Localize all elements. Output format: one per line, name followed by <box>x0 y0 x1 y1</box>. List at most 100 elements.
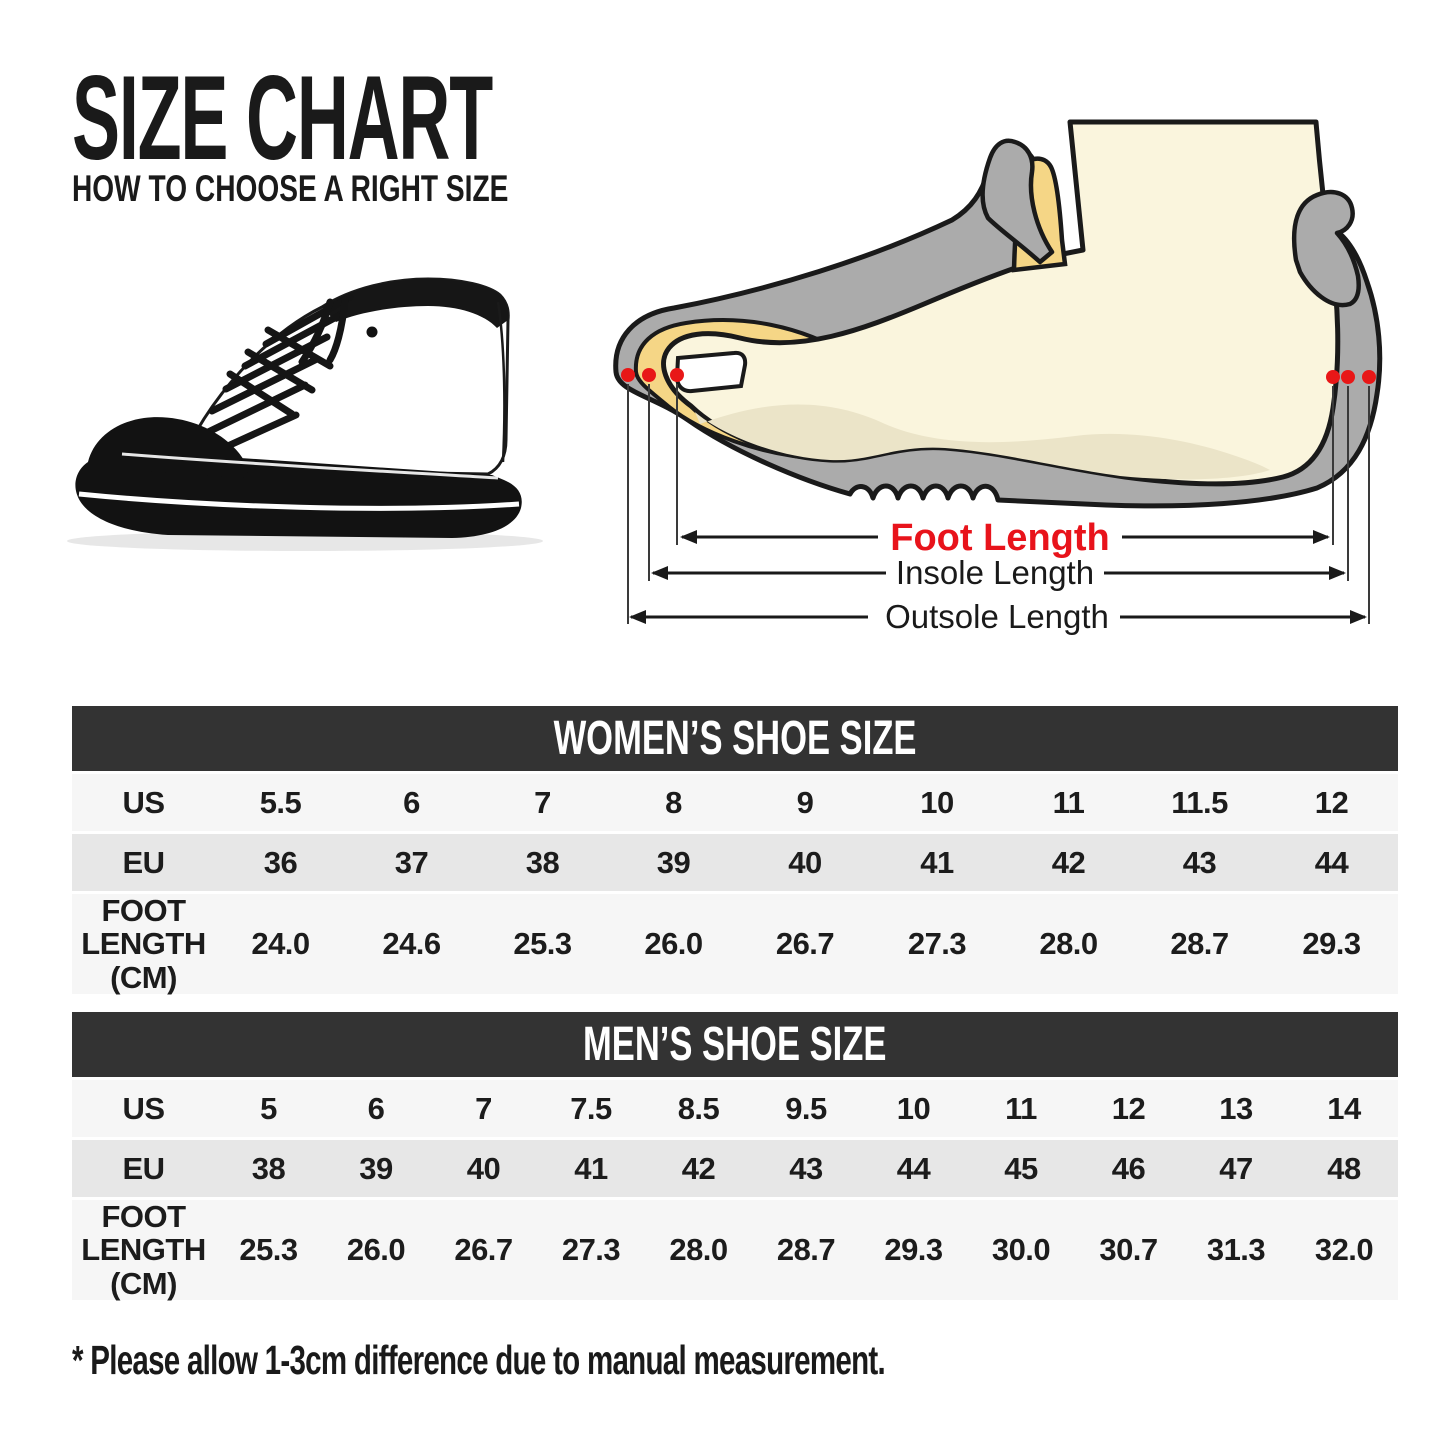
mens-size-table: MEN’S SHOE SIZE US 5 6 7 7.5 8.5 9.5 10 … <box>72 1012 1398 1303</box>
row-label: US <box>72 1080 215 1137</box>
size-cell: 11 <box>1003 774 1134 831</box>
shoe-heel-seam <box>496 301 506 463</box>
size-cell: 27.3 <box>537 1200 645 1301</box>
measurement-label-backplates <box>868 514 1122 636</box>
size-cell: 43 <box>752 1140 860 1197</box>
shoe-laces <box>200 293 354 459</box>
size-cell: 8.5 <box>645 1080 752 1137</box>
size-cell: 5.5 <box>215 774 346 831</box>
size-cell: 6 <box>322 1080 430 1137</box>
size-cell: 6 <box>346 774 477 831</box>
size-cell: 28.0 <box>1003 894 1134 995</box>
size-cell: 31.3 <box>1182 1200 1290 1301</box>
table-row: FOOT LENGTH (CM) 25.3 26.0 26.7 27.3 28.… <box>72 1200 1398 1301</box>
size-cell: 38 <box>215 1140 322 1197</box>
product-shoe-image <box>67 277 543 551</box>
size-cell: 24.0 <box>215 894 346 995</box>
size-cell: 5 <box>215 1080 322 1137</box>
size-cell: 37 <box>346 834 477 891</box>
size-cell: 32.0 <box>1290 1200 1398 1301</box>
row-label: US <box>72 774 215 831</box>
mens-table-header-bar: MEN’S SHOE SIZE <box>72 1012 1398 1077</box>
size-cell: 11 <box>967 1080 1075 1137</box>
size-cell: 7.5 <box>537 1080 645 1137</box>
size-cell: 29.3 <box>1265 894 1398 995</box>
row-label: EU <box>72 1140 215 1197</box>
size-cell: 39 <box>322 1140 430 1197</box>
size-cell: 25.3 <box>215 1200 322 1301</box>
womens-table-header-bar: WOMEN’S SHOE SIZE <box>72 706 1398 771</box>
size-cell: 48 <box>1290 1140 1398 1197</box>
size-cell: 10 <box>871 774 1003 831</box>
size-cell: 44 <box>1265 834 1398 891</box>
shoe-sole-stripe <box>78 491 520 511</box>
size-cell: 42 <box>1003 834 1134 891</box>
size-cell: 24.6 <box>346 894 477 995</box>
measurement-dots <box>621 368 1376 384</box>
size-cell: 13 <box>1182 1080 1290 1137</box>
size-cell: 30.7 <box>1075 1200 1182 1301</box>
size-cell: 47 <box>1182 1140 1290 1197</box>
size-cell: 26.7 <box>430 1200 537 1301</box>
row-label: FOOT LENGTH (CM) <box>72 894 215 995</box>
table-row: US 5.5 6 7 8 9 10 11 11.5 12 <box>72 774 1398 831</box>
size-cell: 7 <box>430 1080 537 1137</box>
size-cell: 26.0 <box>608 894 739 995</box>
size-cell: 12 <box>1075 1080 1182 1137</box>
size-cell: 14 <box>1290 1080 1398 1137</box>
outsole-length-label: Outsole Length <box>885 598 1109 635</box>
mens-table-title: MEN’S SHOE SIZE <box>583 1017 887 1071</box>
size-cell: 40 <box>739 834 871 891</box>
mens-size-grid: US 5 6 7 7.5 8.5 9.5 10 11 12 13 14 EU 3… <box>72 1077 1398 1303</box>
size-cell: 11.5 <box>1134 774 1265 831</box>
table-row: EU 38 39 40 41 42 43 44 45 46 47 48 <box>72 1140 1398 1197</box>
shoe-eyelet <box>366 326 378 338</box>
size-cell: 43 <box>1134 834 1265 891</box>
size-cell: 45 <box>967 1140 1075 1197</box>
table-row: US 5 6 7 7.5 8.5 9.5 10 11 12 13 14 <box>72 1080 1398 1137</box>
size-cell: 28.0 <box>645 1200 752 1301</box>
foot-length-label: Foot Length <box>890 517 1109 559</box>
size-cell: 42 <box>645 1140 752 1197</box>
row-label: EU <box>72 834 215 891</box>
size-cell: 28.7 <box>752 1200 860 1301</box>
womens-table-title: WOMEN’S SHOE SIZE <box>553 711 917 765</box>
page-subtitle: HOW TO CHOOSE A RIGHT SIZE <box>72 168 509 209</box>
size-cell: 26.7 <box>739 894 871 995</box>
shoe-collar-trim <box>322 279 509 328</box>
size-cell: 30.0 <box>967 1200 1075 1301</box>
size-cell: 41 <box>537 1140 645 1197</box>
size-cell: 10 <box>860 1080 967 1137</box>
size-cell: 38 <box>477 834 608 891</box>
size-cell: 25.3 <box>477 894 608 995</box>
size-cell: 26.0 <box>322 1200 430 1301</box>
womens-size-grid: US 5.5 6 7 8 9 10 11 11.5 12 EU 36 37 38… <box>72 771 1398 997</box>
size-cell: 12 <box>1265 774 1398 831</box>
size-cell: 7 <box>477 774 608 831</box>
size-cell: 28.7 <box>1134 894 1265 995</box>
measurement-guide-lines <box>627 384 1370 624</box>
size-cell: 36 <box>215 834 346 891</box>
page-title: SIZE CHART <box>72 51 493 185</box>
size-cell: 9 <box>739 774 871 831</box>
diagram-toenail <box>674 350 748 394</box>
table-row: EU 36 37 38 39 40 41 42 43 44 <box>72 834 1398 891</box>
diagram-back-collar <box>1291 189 1361 308</box>
shoe-toe-cap <box>88 417 248 478</box>
table-row: FOOT LENGTH (CM) 24.0 24.6 25.3 26.0 26.… <box>72 894 1398 995</box>
size-cell: 46 <box>1075 1140 1182 1197</box>
size-cell: 41 <box>871 834 1003 891</box>
insole-length-label: Insole Length <box>896 554 1094 591</box>
size-cell: 29.3 <box>860 1200 967 1301</box>
diagram-front-collar <box>980 138 1055 265</box>
row-label: FOOT LENGTH (CM) <box>72 1200 215 1301</box>
size-cell: 44 <box>860 1140 967 1197</box>
womens-size-table: WOMEN’S SHOE SIZE US 5.5 6 7 8 9 10 11 1… <box>72 706 1398 997</box>
measurement-footnote: * Please allow 1-3cm difference due to m… <box>72 1337 886 1383</box>
diagram-foot-pad-shading <box>695 404 1270 480</box>
size-cell: 39 <box>608 834 739 891</box>
size-cell: 40 <box>430 1140 537 1197</box>
size-cell: 9.5 <box>752 1080 860 1137</box>
shoe-foxing-line <box>121 452 499 480</box>
